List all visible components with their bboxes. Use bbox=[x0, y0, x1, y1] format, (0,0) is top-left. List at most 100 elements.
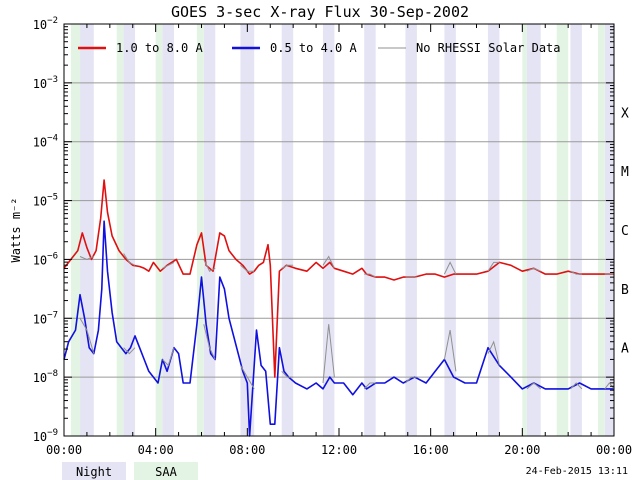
gray-series-segment-16 bbox=[162, 347, 175, 367]
gray-series-segment-21 bbox=[363, 382, 376, 390]
night-band-7 bbox=[364, 24, 376, 436]
gray-series-segment-17 bbox=[203, 324, 216, 360]
y-tick-label-1e-2: 10−2 bbox=[33, 16, 58, 32]
night-band-4 bbox=[240, 24, 255, 436]
y-tick-label-1e-3: 10−3 bbox=[33, 75, 58, 91]
y-tick-label-base: 10 bbox=[33, 77, 47, 91]
y-tick-label-1e-6: 10−6 bbox=[33, 251, 58, 267]
gray-series-segment-23 bbox=[443, 330, 457, 372]
gray-series-segment-22 bbox=[405, 376, 417, 384]
saa-band-2 bbox=[155, 24, 163, 436]
y-tick-label-1e-9: 10−9 bbox=[33, 428, 58, 444]
y-tick-label-1e-8: 10−8 bbox=[33, 369, 58, 385]
gray-series-segment-20 bbox=[322, 324, 335, 384]
y-tick-label-exponent: −7 bbox=[47, 310, 58, 320]
x-tick-label: 08:00 bbox=[229, 443, 265, 457]
gray-series-segment-2 bbox=[162, 261, 175, 269]
gray-series-segment-7 bbox=[364, 273, 376, 278]
night-band-11 bbox=[526, 24, 541, 436]
shaded-bands bbox=[70, 24, 614, 436]
x-tick-label: 04:00 bbox=[138, 443, 174, 457]
y-tick-label-1e-4: 10−4 bbox=[33, 134, 58, 150]
flare-class-labels: A B C M X bbox=[621, 106, 629, 356]
gray-series-segment-1 bbox=[123, 253, 136, 266]
x-tick-label: 00:00 bbox=[46, 443, 82, 457]
gray-series-segment-9 bbox=[443, 261, 457, 275]
legend-label-0: 1.0 to 8.0 A bbox=[116, 41, 203, 55]
night-band-2 bbox=[162, 24, 174, 436]
legend: 1.0 to 8.0 A 0.5 to 4.0 A No RHESSI Solar … bbox=[78, 41, 561, 55]
night-band-5 bbox=[281, 24, 294, 436]
gray-series-segment-14 bbox=[79, 318, 95, 354]
gray-series-segment-4 bbox=[240, 264, 255, 272]
chart-title: GOES 3-sec X-ray Flux 30-Sep-2002 bbox=[171, 3, 469, 21]
y-axis-label: Watts m⁻² bbox=[9, 197, 23, 262]
saa-band-1 bbox=[116, 24, 124, 436]
night-band-8 bbox=[405, 24, 417, 436]
gray-series-segment-3 bbox=[203, 259, 216, 272]
legend-label-1: 0.5 to 4.0 A bbox=[270, 41, 357, 55]
y-tick-label-base: 10 bbox=[33, 312, 47, 326]
gray-series-segment-18 bbox=[240, 365, 255, 390]
gray-series-segment-15 bbox=[123, 347, 136, 355]
gridlines bbox=[64, 82, 614, 378]
y-tick-label-exponent: −2 bbox=[47, 16, 58, 26]
band-legend-label-saa: SAA bbox=[155, 465, 177, 479]
night-band-0 bbox=[80, 24, 94, 436]
night-band-3 bbox=[203, 24, 216, 436]
y-tick-label-exponent: −4 bbox=[47, 134, 58, 144]
gray-series-segment-12 bbox=[570, 270, 582, 275]
data-series bbox=[63, 179, 615, 437]
y-tick-label-base: 10 bbox=[33, 253, 47, 267]
flare-class-c: C bbox=[621, 224, 629, 239]
band-legend-box-saa bbox=[134, 462, 198, 480]
saa-band-6 bbox=[597, 24, 605, 436]
gray-series-segment-6 bbox=[322, 255, 335, 269]
y-tick-label-base: 10 bbox=[33, 371, 47, 385]
y-axis: 10−910−810−710−610−510−410−310−2 bbox=[33, 16, 614, 444]
gray-series-segment-27 bbox=[604, 382, 615, 390]
y-tick-label-1e-5: 10−5 bbox=[33, 193, 58, 209]
band-legend-box-night bbox=[62, 462, 126, 480]
y-tick-label-exponent: −5 bbox=[47, 193, 58, 203]
night-band-12 bbox=[570, 24, 582, 436]
y-tick-label-base: 10 bbox=[33, 18, 47, 32]
y-tick-label-base: 10 bbox=[33, 430, 47, 444]
saa-band-0 bbox=[70, 24, 81, 436]
x-tick-label: 20:00 bbox=[504, 443, 540, 457]
gray-series-segment-24 bbox=[487, 340, 500, 366]
y-tick-label-1e-7: 10−7 bbox=[33, 310, 58, 326]
y-tick-label-exponent: −3 bbox=[47, 75, 58, 85]
flare-class-x: X bbox=[621, 106, 629, 121]
gray-series-segment-5 bbox=[281, 264, 294, 269]
y-tick-label-base: 10 bbox=[33, 136, 47, 150]
band-legend-label-night: Night bbox=[76, 465, 112, 479]
y-tick-label-exponent: −9 bbox=[47, 428, 58, 438]
y-tick-label-exponent: −8 bbox=[47, 369, 58, 379]
x-tick-label: 16:00 bbox=[413, 443, 449, 457]
x-axis: 00:00 04:00 08:00 12:00 16:00 20:00 00:00 bbox=[46, 24, 632, 457]
flare-class-m: M bbox=[621, 165, 629, 180]
saa-band-5 bbox=[556, 24, 569, 436]
saa-band-3 bbox=[196, 24, 204, 436]
night-band-13 bbox=[604, 24, 614, 436]
y-tick-label-exponent: −6 bbox=[47, 251, 58, 261]
saa-band-4 bbox=[522, 24, 527, 436]
night-band-1 bbox=[123, 24, 136, 436]
gray-series-segment-10 bbox=[487, 261, 500, 272]
gray-series-segment-26 bbox=[570, 382, 583, 390]
blue-series-line bbox=[63, 220, 614, 437]
gray-series-segment-11 bbox=[526, 267, 541, 272]
red-series-line bbox=[63, 179, 614, 378]
timestamp: 24-Feb-2015 13:11 bbox=[526, 466, 628, 477]
night-band-9 bbox=[444, 24, 456, 436]
night-band-10 bbox=[487, 24, 500, 436]
flare-class-b: B bbox=[621, 283, 629, 298]
x-tick-label: 00:00 bbox=[596, 443, 632, 457]
gray-series-segment-0 bbox=[79, 256, 94, 260]
y-tick-label-base: 10 bbox=[33, 195, 47, 209]
night-band-6 bbox=[322, 24, 335, 436]
band-legend: Night SAA bbox=[62, 462, 198, 480]
gray-series-segment-19 bbox=[281, 370, 294, 378]
